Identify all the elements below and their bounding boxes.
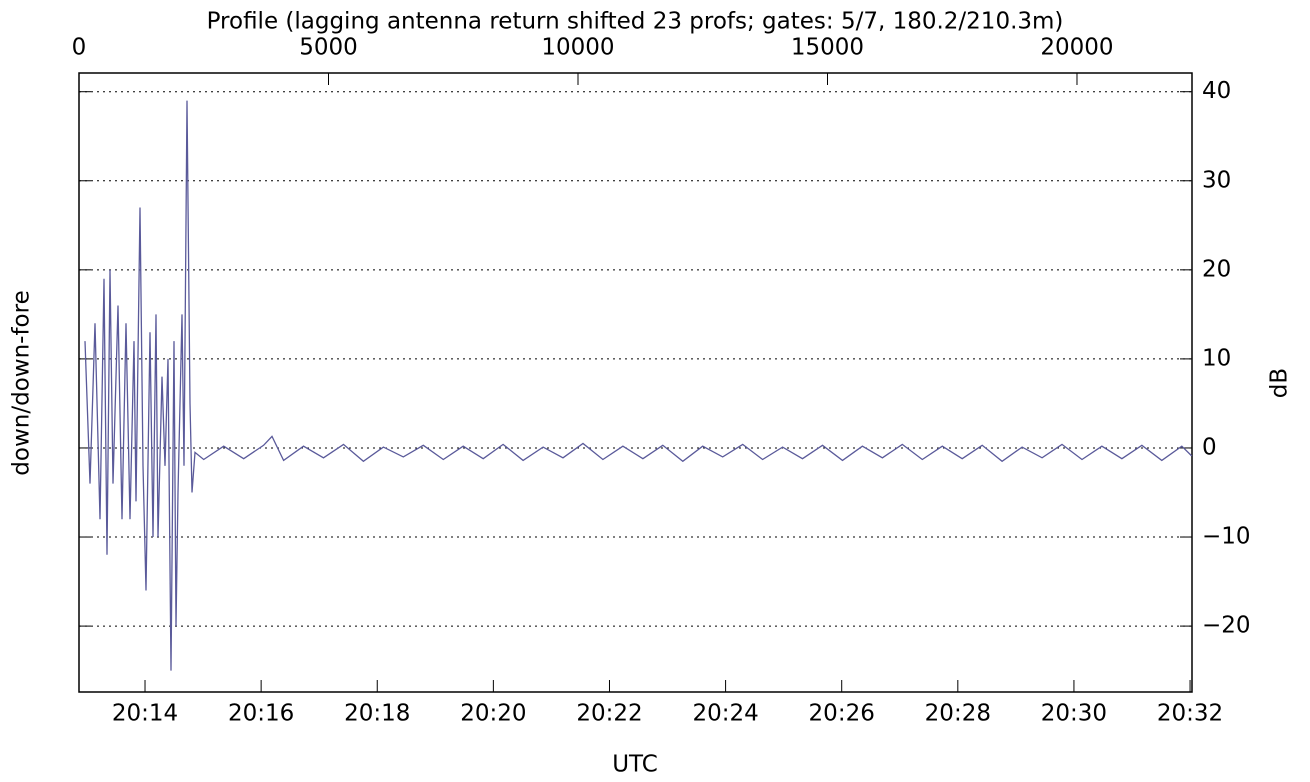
x-tick-label: 20:14 <box>112 701 178 727</box>
x-top-tick-label: 10000 <box>541 35 614 61</box>
x-top-tick-label: 15000 <box>791 35 864 61</box>
y2-tick-label: −10 <box>1202 524 1251 550</box>
x-tick-label: 20:18 <box>344 701 410 727</box>
x-tick-label: 20:16 <box>228 701 294 727</box>
x-tick-label: 20:32 <box>1157 701 1223 727</box>
y-axis-label: down/down-fore <box>9 290 35 475</box>
y2-axis-label: dB <box>1267 368 1293 398</box>
x-tick-label: 20:28 <box>925 701 991 727</box>
x-tick-label: 20:30 <box>1041 701 1107 727</box>
chart-title: Profile (lagging antenna return shifted … <box>207 9 1064 35</box>
y2-tick-label: 40 <box>1202 78 1231 104</box>
x-tick-label: 20:22 <box>576 701 642 727</box>
data-line <box>84 100 1193 671</box>
y2-tick-label: 30 <box>1202 167 1231 193</box>
x-tick-label: 20:20 <box>460 701 526 727</box>
y2-tick-label: 0 <box>1202 434 1217 460</box>
x-tick-label: 20:26 <box>809 701 875 727</box>
y2-tick-label: 10 <box>1202 345 1231 371</box>
x-top-tick-label: 5000 <box>299 35 358 61</box>
y2-tick-label: −20 <box>1202 613 1251 639</box>
y2-tick-label: 20 <box>1202 256 1231 282</box>
x-axis-label: UTC <box>612 752 658 778</box>
x-top-tick-label: 0 <box>72 35 87 61</box>
x-top-tick-label: 20000 <box>1040 35 1113 61</box>
plot-frame <box>78 72 1193 693</box>
x-tick-label: 20:24 <box>692 701 758 727</box>
